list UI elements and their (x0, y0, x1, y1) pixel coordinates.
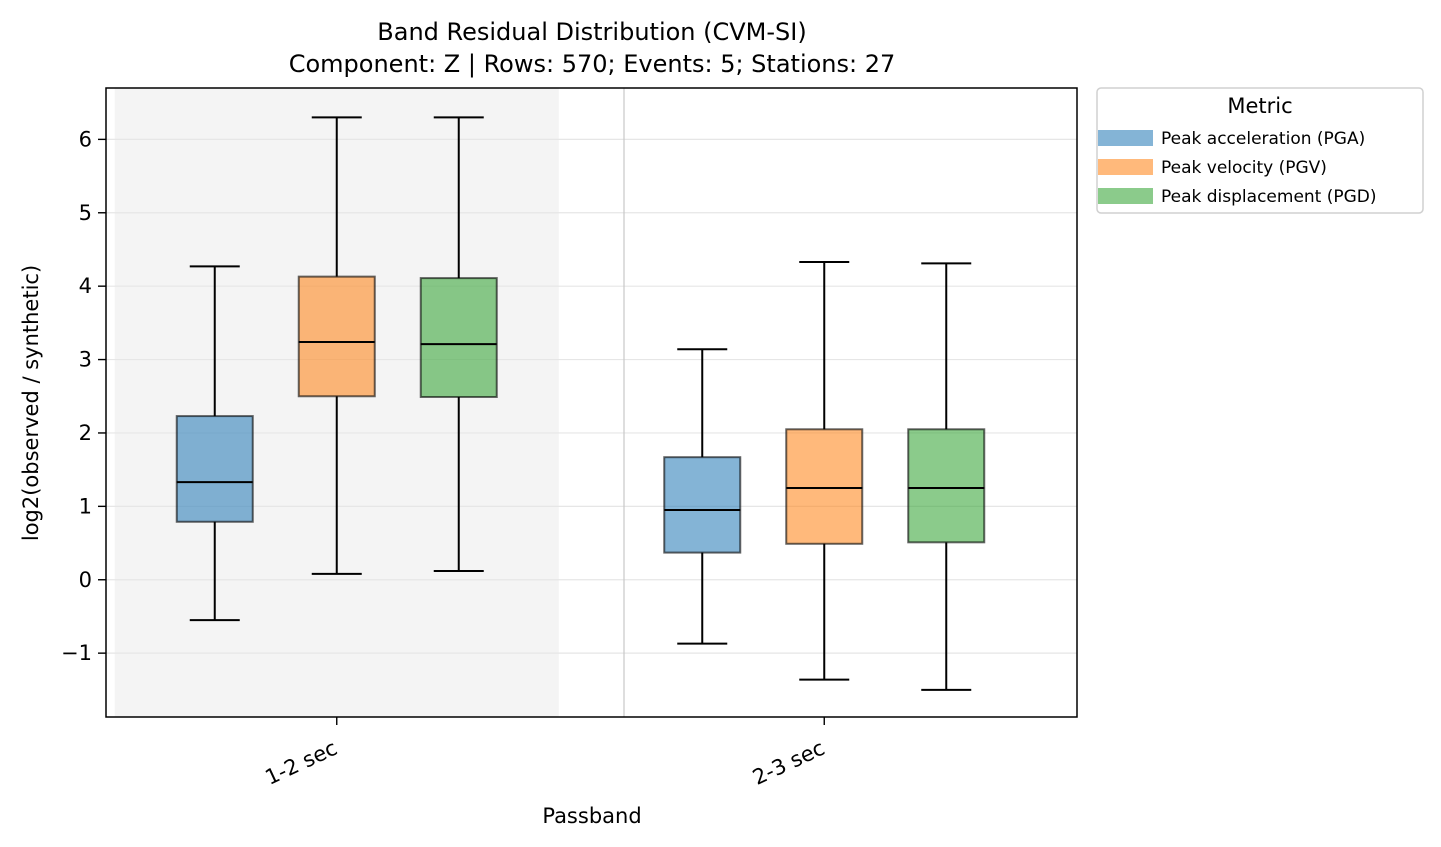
y-tick-label: 2 (79, 421, 92, 445)
box-iqr (419, 277, 498, 398)
box-plot (785, 260, 864, 681)
y-tick-label: 5 (79, 201, 92, 225)
y-tick-label: 4 (79, 274, 92, 298)
y-axis-label: log2(observed / synthetic) (19, 265, 43, 541)
y-tick-label: 6 (79, 127, 92, 151)
x-axis: 1-2 sec 2-3 sec (261, 717, 828, 790)
box-iqr (297, 275, 376, 398)
legend-items: Peak acceleration (PGA) Peak velocity (PG… (1098, 129, 1377, 207)
box-plot (663, 348, 742, 645)
box-plot (907, 262, 986, 691)
legend-label: Peak displacement (PGD) (1161, 187, 1377, 207)
legend-swatch (1098, 159, 1153, 175)
legend-label: Peak acceleration (PGA) (1161, 129, 1365, 149)
boxes (175, 116, 986, 691)
box-plot (175, 265, 254, 622)
legend-swatch (1098, 188, 1153, 204)
box-iqr (663, 456, 742, 554)
y-axis: −1 0 1 2 3 4 5 6 (61, 127, 106, 665)
chart-title: Band Residual Distribution (CVM-SI) (377, 18, 806, 46)
box-iqr (175, 415, 254, 523)
x-tick-label: 2-3 sec (749, 736, 828, 790)
box-plot (297, 116, 376, 575)
grid-lines (106, 138, 1077, 654)
chart-subtitle: Component: Z | Rows: 570; Events: 5; Sta… (289, 50, 896, 78)
box-iqr (785, 428, 864, 545)
box-plot (419, 116, 498, 572)
legend-label: Peak velocity (PGV) (1161, 158, 1327, 178)
legend-frame (1096, 87, 1424, 214)
plot-frame (105, 87, 1078, 718)
x-axis-label: Passband (542, 804, 641, 828)
y-tick-label: 3 (79, 348, 92, 372)
box-iqr (907, 428, 986, 544)
y-tick-label: −1 (61, 641, 92, 665)
legend-swatch (1098, 130, 1153, 146)
x-tick-label: 1-2 sec (261, 736, 340, 790)
y-tick-label: 0 (79, 568, 92, 592)
legend: Metric Peak acceleration (PGA) Peak veloc… (1096, 87, 1424, 214)
y-tick-label: 1 (79, 494, 92, 518)
legend-title: Metric (1227, 94, 1292, 118)
